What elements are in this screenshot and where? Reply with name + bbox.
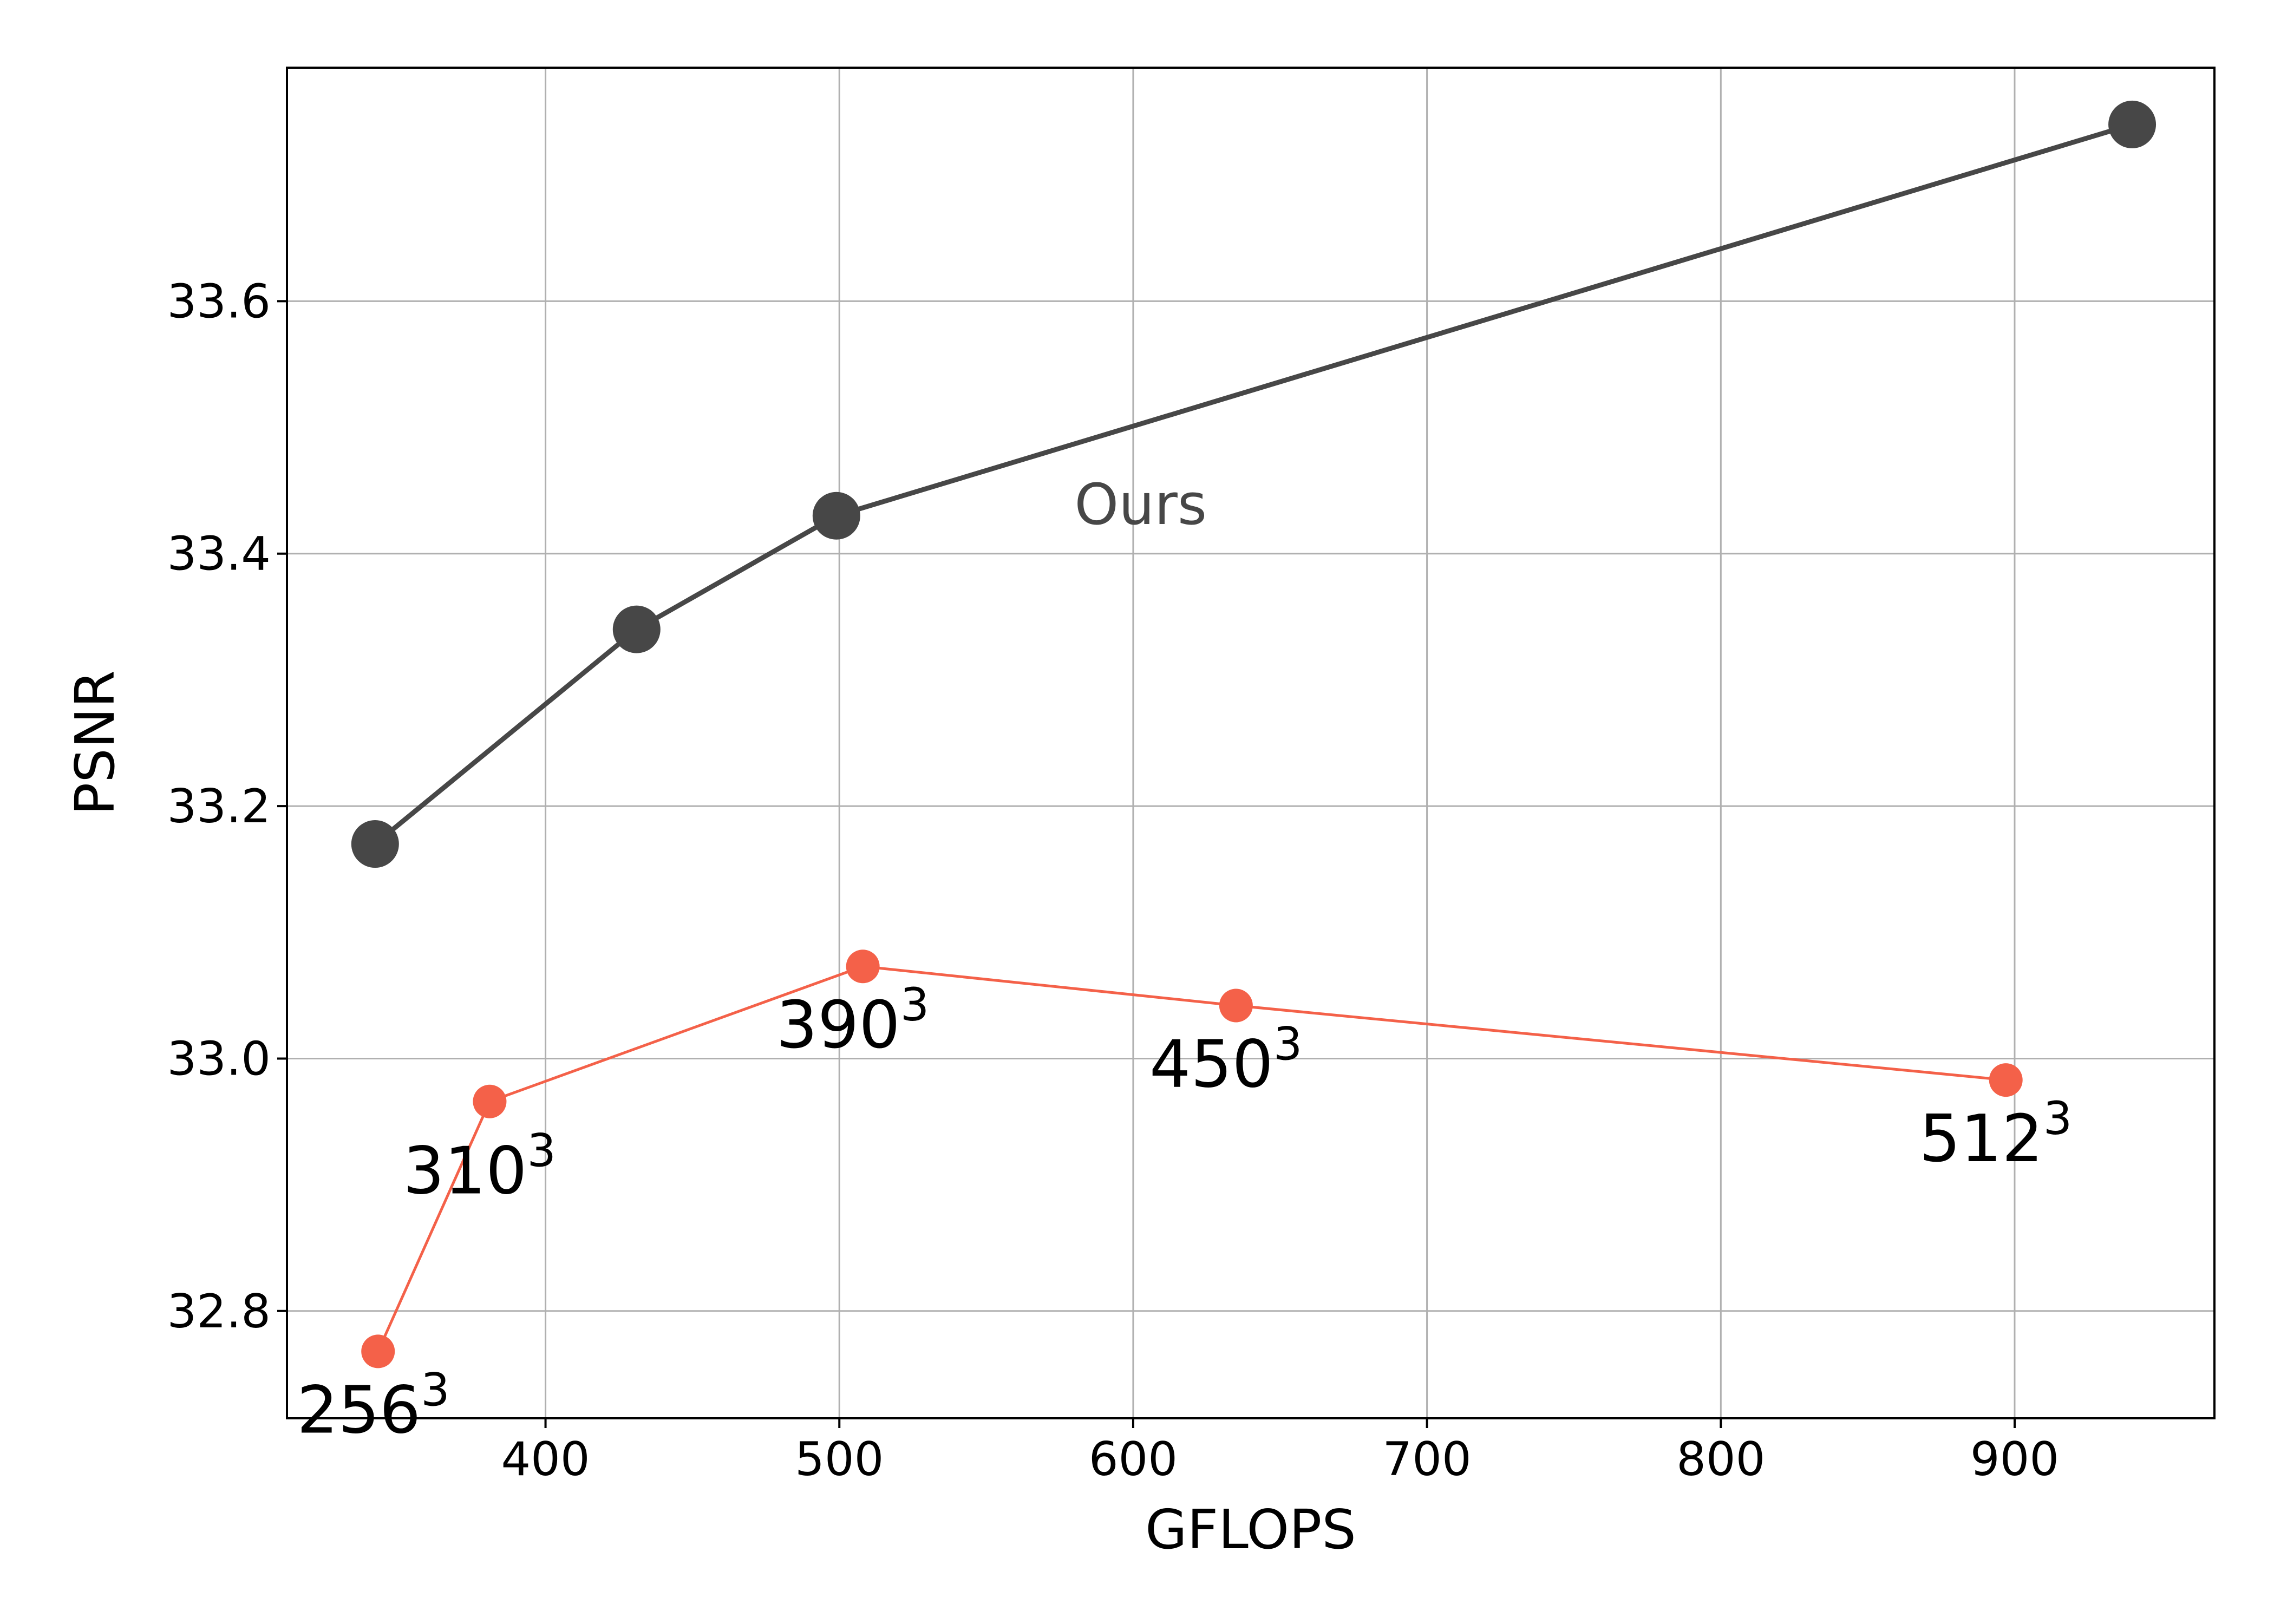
- ours-data-point: [351, 820, 399, 868]
- x-tick-label: 400: [501, 1432, 590, 1487]
- resolution-label: 5123: [1919, 1092, 2073, 1177]
- ours-data-point: [612, 605, 661, 653]
- plot-frame: [286, 67, 2216, 1419]
- ours-series-line: [373, 122, 2133, 846]
- y-tick-label: 33.2: [167, 780, 271, 834]
- baseline-data-point: [361, 1334, 395, 1368]
- y-axis-label: PSNR: [63, 670, 127, 815]
- y-tick-label: 32.8: [167, 1285, 271, 1339]
- x-tick-label: 800: [1676, 1432, 1765, 1487]
- y-tick-label: 33.0: [167, 1032, 271, 1086]
- baseline-data-point: [473, 1084, 507, 1118]
- baseline-data-point: [846, 949, 880, 984]
- resolution-label: 3903: [776, 978, 930, 1063]
- resolution-label: 3103: [403, 1124, 556, 1209]
- y-tick-label: 33.6: [167, 274, 271, 329]
- ours-series-label: Ours: [1074, 472, 1207, 538]
- ours-data-point: [2108, 100, 2157, 148]
- x-tick-label: 700: [1383, 1432, 1472, 1487]
- baseline-data-point: [1219, 988, 1253, 1023]
- resolution-label-exponent: 3: [900, 978, 929, 1031]
- resolution-label-exponent: 3: [1273, 1018, 1302, 1071]
- resolution-label-base: 512: [1919, 1102, 2043, 1177]
- x-tick-label: 900: [1970, 1432, 2059, 1487]
- resolution-label-base: 310: [403, 1134, 527, 1209]
- tick-layer: 400 500 600 700 800 900 32.8 33.0 33.2 33.4 33.6: [167, 274, 2060, 1487]
- resolution-label-base: 450: [1149, 1027, 1273, 1103]
- resolution-label-exponent: 3: [2043, 1092, 2072, 1145]
- y-tick-label: 33.4: [167, 527, 271, 581]
- resolution-label: 4503: [1149, 1018, 1303, 1103]
- grid-layer: [287, 68, 2214, 1418]
- resolution-label-base: 256: [297, 1373, 421, 1448]
- resolution-label-exponent: 3: [421, 1363, 449, 1416]
- x-tick-label: 500: [795, 1432, 884, 1487]
- ours-data-point: [812, 492, 860, 540]
- resolution-label-base: 390: [776, 988, 900, 1063]
- resolution-label-exponent: 3: [527, 1124, 556, 1177]
- resolution-label: 2563: [297, 1363, 450, 1448]
- baseline-data-point: [1989, 1063, 2023, 1097]
- x-axis-label: GFLOPS: [1145, 1498, 1356, 1561]
- baseline-series-line: [376, 965, 2006, 1352]
- x-tick-label: 600: [1089, 1432, 1178, 1487]
